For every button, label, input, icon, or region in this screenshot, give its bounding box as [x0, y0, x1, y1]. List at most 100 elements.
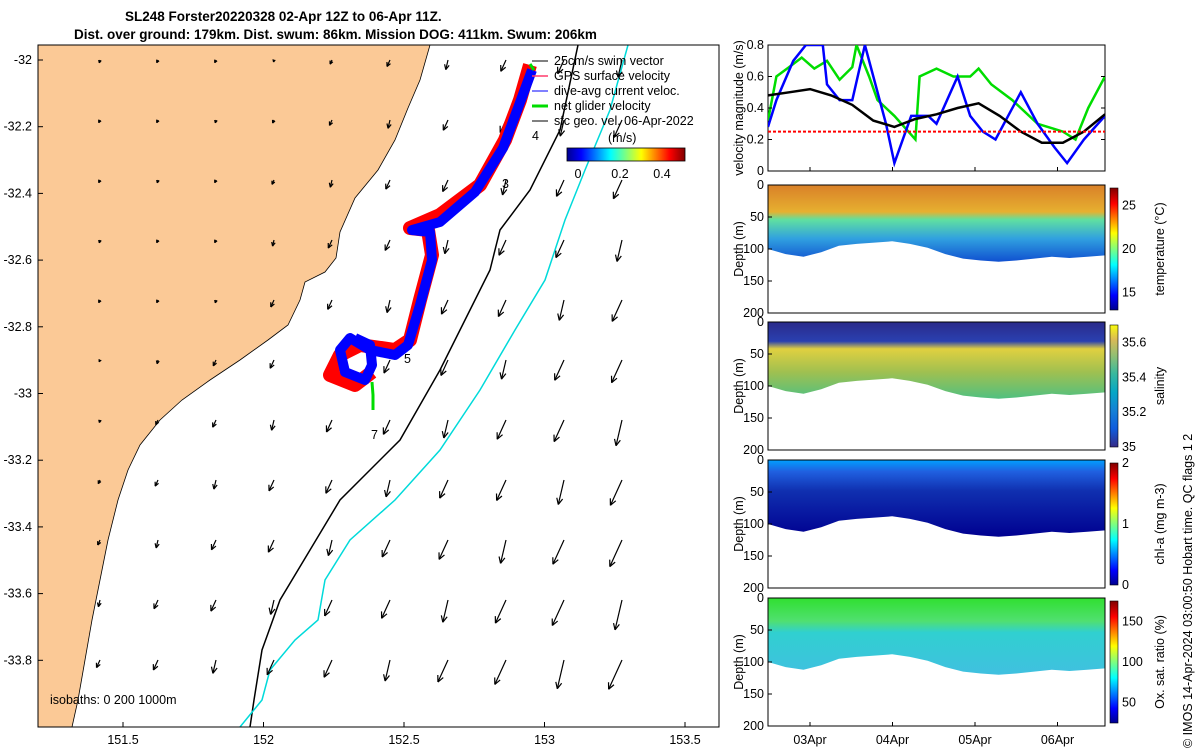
isobath-200m — [249, 45, 579, 727]
section-colorbar — [1109, 187, 1119, 311]
surface-velocity-arrow — [553, 419, 565, 442]
arrow-head — [497, 309, 505, 318]
section-ylabel: Depth (m) — [732, 358, 746, 414]
arrow-head — [325, 486, 332, 494]
depth-tick: 0 — [757, 591, 764, 605]
current-blue — [335, 68, 537, 385]
section-colorbar — [1109, 462, 1119, 586]
map-lat-tick: -32.6 — [4, 253, 33, 267]
arrow-head — [98, 299, 102, 304]
depth-tick: 0 — [757, 178, 764, 192]
glider-track — [323, 63, 537, 410]
colorbar-tick: 35.6 — [1122, 335, 1146, 349]
surface-velocity-arrow — [559, 119, 565, 137]
surface-velocity-arrow — [210, 539, 217, 551]
arrow-head — [442, 246, 450, 255]
arrow-head — [96, 602, 102, 608]
surface-velocity-arrow — [384, 239, 391, 251]
surface-velocity-arrow — [443, 419, 449, 439]
depth-tick: 150 — [743, 274, 764, 288]
arrow-head — [442, 124, 449, 131]
day-label-5: 5 — [404, 352, 411, 366]
surface-velocity-arrow — [439, 479, 449, 499]
isobath-1000m — [239, 45, 629, 727]
legend-swim-vector: 25cm/s swim vector — [554, 54, 664, 68]
arrow-head — [555, 189, 563, 197]
map-speed-colorbar — [566, 147, 686, 162]
map-lat-tick: -33.8 — [4, 653, 33, 667]
arrow-head — [98, 419, 102, 423]
arrow-head — [384, 244, 391, 251]
arrow-head — [154, 481, 159, 487]
arrow-head — [386, 62, 391, 68]
section-field — [768, 185, 1105, 262]
arrow-head — [271, 119, 276, 124]
section-panel-4: 0 50 100 150 200 Depth (m) 50 100 150 Ox. sat. ra… — [732, 591, 1167, 733]
arrow-head — [214, 299, 218, 304]
depth-tick: 100 — [743, 379, 764, 393]
surface-velocity-arrow — [440, 299, 449, 315]
surface-velocity-arrow — [500, 59, 507, 72]
surface-velocity-arrow — [557, 479, 565, 505]
arrow-head — [555, 250, 562, 259]
arrow-head — [558, 129, 566, 137]
depth-tick: 100 — [743, 242, 764, 256]
arrow-head — [440, 307, 448, 315]
depth-tick: 200 — [743, 581, 764, 595]
arrow-head — [611, 314, 618, 322]
surface-velocity-arrow — [437, 659, 449, 683]
arrow-head — [212, 361, 217, 367]
colorbar-tick: 35 — [1122, 440, 1136, 454]
arrow-head — [328, 121, 334, 126]
legend-current-velocity: dive-avg current veloc. — [554, 84, 680, 98]
arrow-head — [210, 666, 218, 674]
arrow-head — [382, 427, 390, 435]
surface-velocity-arrow — [494, 599, 507, 624]
colorbar-label: Ox. sat. ratio (%) — [1153, 615, 1167, 709]
arrow-head — [556, 497, 564, 505]
arrow-head — [385, 306, 392, 313]
day-label-7: 7 — [371, 428, 378, 442]
surface-velocity-arrow — [442, 179, 449, 192]
depth-tick: 50 — [750, 347, 764, 361]
surface-velocity-arrow — [558, 299, 565, 321]
velocity-series-blue — [768, 45, 1105, 168]
surface-velocity-arrow — [438, 539, 449, 560]
depth-tick: 100 — [743, 517, 764, 531]
net-velocity-green — [370, 381, 375, 410]
surface-velocity-arrow — [554, 359, 565, 381]
arrow-head — [269, 424, 276, 431]
arrow-head — [381, 550, 388, 558]
arrow-head — [324, 608, 331, 617]
map-longitude-ticks: 151.5 152 152.5 153 153.5 — [107, 722, 701, 747]
surface-velocity-arrow — [609, 479, 623, 506]
arrow-head — [155, 420, 160, 426]
date-tick: 05Apr — [958, 733, 991, 747]
surface-velocity-arrow — [496, 479, 507, 501]
surface-velocity-arrow — [551, 599, 565, 626]
arrow-head — [383, 366, 390, 374]
land-mass — [38, 45, 431, 727]
arrow-head — [440, 615, 448, 623]
surface-velocity-arrow — [153, 599, 159, 609]
arrow-head — [156, 59, 160, 64]
colorbar-tick: 1 — [1122, 517, 1129, 531]
arrow-head — [439, 491, 446, 499]
depth-tick: 0 — [757, 315, 764, 329]
colorbar-tick: 20 — [1122, 242, 1136, 256]
surface-velocity-arrow — [557, 59, 565, 74]
date-tick: 03Apr — [793, 733, 826, 747]
surface-velocity-arrow — [269, 359, 275, 369]
arrow-head — [155, 360, 160, 365]
depth-tick: 0 — [757, 453, 764, 467]
map-lat-tick: -33.4 — [4, 520, 33, 534]
colorbar-tick: 100 — [1122, 655, 1143, 669]
surface-velocity-arrow — [611, 359, 623, 383]
map-legend: 25cm/s swim vector GPS surface velocity … — [532, 54, 694, 128]
colorbar-tick: 150 — [1122, 614, 1143, 628]
surface-velocity-arrow — [611, 299, 623, 322]
arrow-head — [95, 662, 101, 669]
arrow-head — [98, 119, 102, 124]
arrow-head — [214, 239, 218, 244]
